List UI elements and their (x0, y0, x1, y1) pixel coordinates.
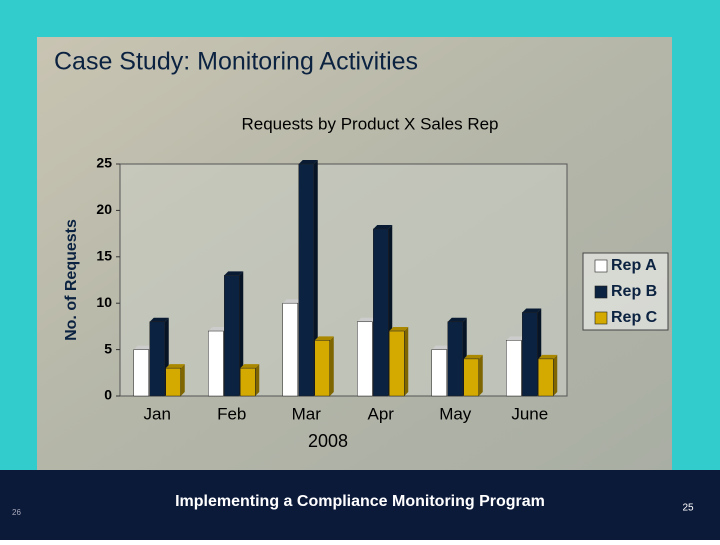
bar-top (463, 354, 483, 359)
bar-side (404, 327, 409, 396)
bar (165, 367, 181, 397)
legend-swatch (594, 285, 608, 299)
x-axis-label: 2008 (308, 431, 348, 451)
bar-side (478, 354, 483, 396)
bar (431, 349, 447, 397)
y-axis-label: No. of Requests (63, 219, 80, 341)
y-tick-label: 15 (96, 248, 112, 264)
bar-top (282, 299, 302, 304)
bar-side (313, 160, 318, 396)
bar-side (553, 354, 558, 396)
bar-side (180, 364, 185, 396)
y-tick-label: 10 (96, 294, 112, 310)
bar (506, 340, 522, 397)
y-tick-label: 0 (104, 387, 112, 403)
bar (149, 321, 165, 397)
bar (224, 275, 240, 397)
bar (314, 340, 330, 397)
bar-side (255, 364, 260, 396)
legend-swatch (594, 311, 608, 325)
bar-top (389, 327, 409, 332)
y-tick-label: 20 (96, 201, 112, 217)
bar-top (357, 317, 377, 322)
bar (357, 321, 373, 397)
x-tick-label: Feb (217, 404, 246, 423)
bar-top (447, 317, 467, 322)
x-tick-label: Mar (292, 404, 322, 423)
slide-title: Case Study: Monitoring Activities (54, 48, 418, 76)
bar-top (431, 345, 451, 350)
legend-swatch (594, 259, 608, 273)
page-number: 25 (682, 503, 694, 514)
footer-text: Implementing a Compliance Monitoring Pro… (175, 493, 545, 510)
bar (373, 228, 389, 397)
bar-side (329, 336, 334, 396)
chart-title: Requests by Product X Sales Rep (241, 114, 498, 133)
bar (538, 358, 554, 397)
legend-label: Rep A (611, 257, 657, 274)
x-tick-label: Apr (368, 404, 395, 423)
bar-top (506, 336, 526, 341)
bar (133, 349, 149, 397)
x-tick-label: May (439, 404, 472, 423)
bar-top (538, 354, 558, 359)
bar-top (149, 317, 169, 322)
bar-top (165, 364, 185, 369)
bar (208, 330, 224, 397)
bar-top (208, 327, 228, 332)
bar (522, 312, 538, 397)
bar-top (240, 364, 260, 369)
bar-top (133, 345, 153, 350)
bar (282, 302, 298, 397)
legend-label: Rep C (611, 309, 658, 326)
y-tick-label: 5 (104, 340, 112, 356)
footer-left-number: 26 (12, 508, 21, 517)
bar (447, 321, 463, 397)
bar (463, 358, 479, 397)
bar-top (224, 271, 244, 276)
legend-label: Rep B (611, 283, 657, 300)
bar-top (522, 308, 542, 313)
bar-top (314, 336, 334, 341)
x-tick-label: Jan (144, 404, 171, 423)
bar-top (373, 224, 393, 229)
footer-band (0, 470, 720, 540)
bar-side (239, 271, 244, 396)
bar (389, 330, 405, 397)
y-tick-label: 25 (96, 155, 112, 171)
bar (240, 367, 256, 397)
bar (298, 163, 314, 397)
bar-top (298, 160, 318, 164)
plot-area (119, 163, 568, 397)
x-tick-label: June (511, 404, 548, 423)
